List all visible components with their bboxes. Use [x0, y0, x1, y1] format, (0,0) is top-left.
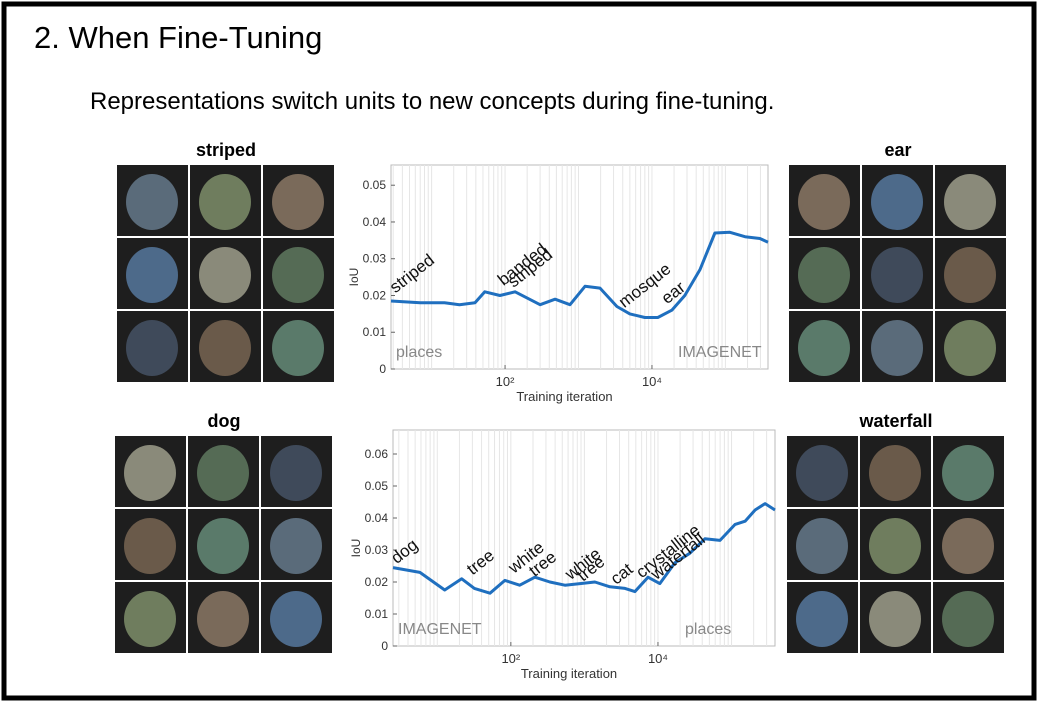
thumbnail-blob: [942, 518, 994, 574]
y-tick-label: 0: [381, 639, 388, 653]
thumbnail-blob: [124, 591, 176, 647]
dataset-logo: places: [685, 621, 731, 638]
y-axis-label: IoU: [347, 268, 361, 287]
plot-area: [390, 164, 769, 370]
y-tick-label: 0.02: [363, 288, 387, 302]
thumbnail-blob: [199, 247, 251, 303]
panel-label: waterfall: [858, 411, 932, 431]
thumbnail-blob: [126, 247, 178, 303]
thumbnail-blob: [944, 320, 996, 376]
thumbnail-blob: [270, 591, 322, 647]
thumbnail-blob: [798, 320, 850, 376]
thumbnail-blob: [869, 518, 921, 574]
thumbnail-blob: [270, 518, 322, 574]
panel-label: striped: [196, 140, 256, 160]
thumbnail-blob: [272, 320, 324, 376]
x-tick-label: 10²: [501, 651, 520, 666]
thumbnail-blob: [272, 247, 324, 303]
thumbnail-blob: [871, 174, 923, 230]
y-tick-label: 0: [379, 362, 386, 376]
dataset-logo: IMAGENET: [398, 621, 482, 638]
dataset-logo: IMAGENET: [678, 344, 762, 361]
panel-label: dog: [208, 411, 241, 431]
thumbnail-blob: [197, 445, 249, 501]
y-tick-label: 0.06: [365, 447, 389, 461]
thumbnail-blob: [126, 174, 178, 230]
thumbnail-blob: [197, 518, 249, 574]
thumbnail-blob: [798, 247, 850, 303]
y-tick-label: 0.03: [365, 543, 389, 557]
thumbnail-blob: [199, 174, 251, 230]
thumbnail-blob: [871, 320, 923, 376]
thumbnail-blob: [124, 518, 176, 574]
y-tick-label: 0.01: [363, 325, 387, 339]
thumbnail-blob: [869, 591, 921, 647]
thumbnail-blob: [942, 591, 994, 647]
thumbnail-blob: [942, 445, 994, 501]
y-tick-label: 0.05: [365, 479, 389, 493]
y-tick-label: 0.04: [363, 215, 387, 229]
slide-title: 2. When Fine-Tuning: [34, 20, 322, 55]
dataset-logo: places: [396, 344, 442, 361]
thumbnail-blob: [798, 174, 850, 230]
thumbnail-blob: [796, 518, 848, 574]
thumbnail-blob: [796, 591, 848, 647]
y-axis-label: IoU: [349, 539, 363, 558]
thumbnail-blob: [944, 247, 996, 303]
x-axis-label: Training iteration: [516, 389, 612, 404]
data-line: [392, 502, 776, 595]
thumbnail-blob: [197, 591, 249, 647]
thumbnail-blob: [199, 320, 251, 376]
thumbnail-blob: [272, 174, 324, 230]
thumbnail-blob: [796, 445, 848, 501]
y-tick-label: 0.05: [363, 178, 387, 192]
y-tick-label: 0.03: [363, 252, 387, 266]
thumbnail-blob: [944, 174, 996, 230]
thumbnail-blob: [869, 445, 921, 501]
y-tick-label: 0.04: [365, 511, 389, 525]
x-tick-label: 10⁴: [642, 374, 662, 389]
y-tick-label: 0.02: [365, 575, 389, 589]
panel-label: ear: [884, 140, 911, 160]
thumbnail-blob: [270, 445, 322, 501]
y-tick-label: 0.01: [365, 607, 389, 621]
x-tick-label: 10²: [496, 374, 515, 389]
x-tick-label: 10⁴: [648, 651, 668, 666]
x-axis-label: Training iteration: [521, 666, 617, 681]
thumbnail-blob: [124, 445, 176, 501]
thumbnail-blob: [871, 247, 923, 303]
thumbnail-blob: [126, 320, 178, 376]
slide-subtitle: Representations switch units to new conc…: [90, 88, 774, 115]
data-line: [390, 230, 769, 319]
